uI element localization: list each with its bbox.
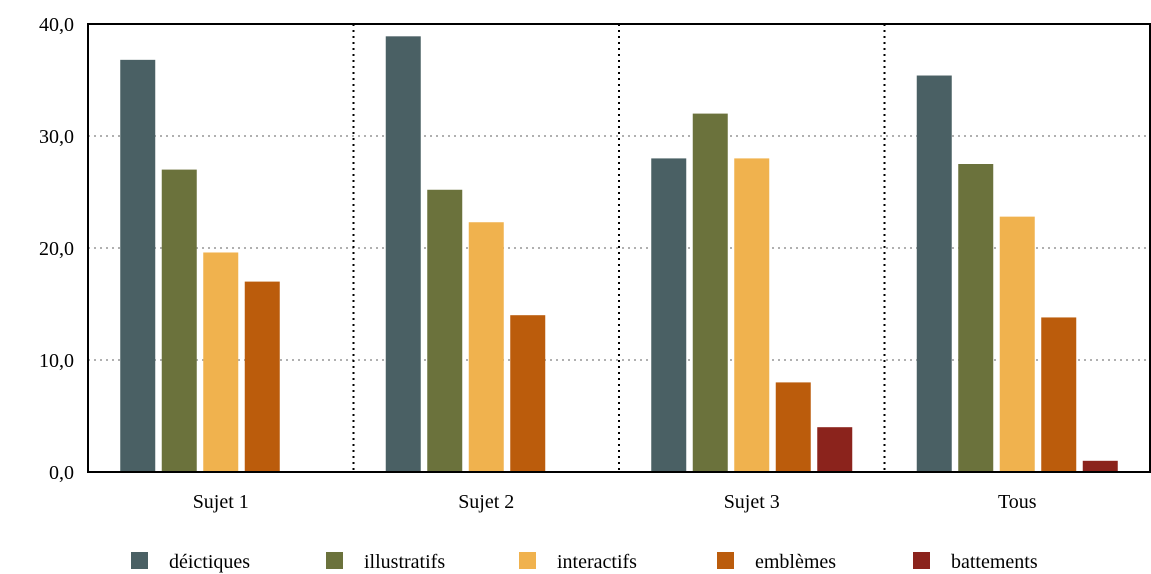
y-tick-label: 40,0 (39, 14, 74, 36)
y-tick-label: 20,0 (39, 238, 74, 260)
bar (734, 158, 770, 472)
category-separators (352, 24, 886, 472)
legend-label: interactifs (557, 551, 637, 573)
y-tick-label: 30,0 (39, 126, 74, 148)
bar (203, 252, 239, 472)
bar (468, 222, 504, 472)
bar (1082, 460, 1118, 472)
bar (999, 216, 1035, 472)
bar (1041, 317, 1077, 472)
bar (427, 189, 463, 472)
bar (692, 113, 728, 472)
y-tick-label: 10,0 (39, 350, 74, 372)
bars (120, 36, 1118, 473)
legend-label: emblèmes (755, 551, 836, 573)
x-tick-label: Tous (998, 491, 1037, 513)
bar (120, 59, 156, 473)
bar (161, 169, 197, 472)
y-axis-ticks: 0,0 10,0 20,0 30,0 40,0 (39, 14, 74, 484)
bar (385, 36, 421, 472)
legend-label: battements (951, 551, 1038, 573)
bar (510, 315, 546, 472)
legend-label: illustratifs (364, 551, 445, 573)
legend-swatch (326, 552, 343, 569)
legend-swatch (519, 552, 536, 569)
x-tick-label: Sujet 3 (724, 491, 780, 513)
bar (651, 158, 687, 472)
x-tick-label: Sujet 2 (458, 491, 514, 513)
y-tick-label: 0,0 (49, 462, 74, 484)
bar (817, 427, 853, 472)
legend-swatch (131, 552, 148, 569)
bar (775, 382, 811, 472)
x-tick-label: Sujet 1 (193, 491, 249, 513)
plot-frame (87, 23, 1151, 473)
legend-label: déictiques (169, 551, 250, 573)
bar (244, 281, 280, 472)
x-axis-ticks: Sujet 1 Sujet 2 Sujet 3 Tous (193, 491, 1037, 513)
bar (958, 164, 994, 472)
legend-swatch (913, 552, 930, 569)
legend: déictiques illustratifs interactifs emblème… (131, 551, 1038, 573)
legend-swatch (717, 552, 734, 569)
bar (916, 75, 952, 473)
